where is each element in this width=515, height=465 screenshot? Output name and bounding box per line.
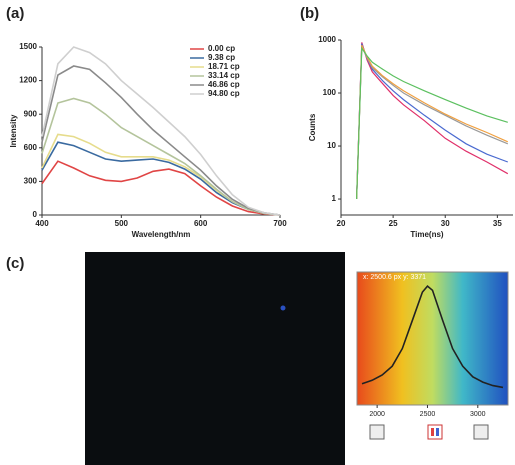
y-axis-label: Intensity — [9, 114, 18, 147]
icon-button[interactable] — [427, 424, 443, 440]
y-tick-label: 1 — [332, 194, 337, 203]
microscope-image — [85, 252, 345, 465]
x-tick-label: 20 — [337, 219, 346, 228]
y-tick-label: 600 — [24, 143, 38, 152]
icon-glyph — [431, 428, 434, 436]
panel-label: (b) — [300, 5, 319, 22]
panel-label: (c) — [6, 255, 24, 272]
legend-label: 46.86 cp — [208, 80, 240, 89]
x-tick-label: 500 — [115, 219, 129, 228]
series-line — [356, 46, 508, 200]
x-tick-label: 700 — [273, 219, 287, 228]
x-tick-label: 2000 — [369, 411, 385, 418]
series-line — [356, 44, 509, 200]
y-tick-label: 1200 — [19, 76, 37, 85]
y-tick-label: 300 — [24, 177, 38, 186]
series-line — [41, 65, 281, 216]
series-line — [356, 46, 509, 200]
series-line — [41, 46, 281, 216]
icon-button[interactable] — [473, 424, 489, 440]
y-tick-label: 0 — [33, 210, 38, 219]
icon-glyph — [436, 428, 439, 436]
legend-label: 18.71 cp — [208, 62, 240, 71]
y-tick-label: 10 — [327, 141, 336, 150]
series-line — [41, 160, 281, 216]
legend-label: 0.00 cp — [208, 44, 235, 53]
x-tick-label: 600 — [194, 219, 208, 228]
y-tick-label: 900 — [24, 109, 38, 118]
icon-button[interactable] — [369, 424, 385, 440]
annotation: x: 2500.6 px y: 3371 — [363, 274, 426, 281]
series-line — [41, 97, 281, 216]
series-line — [361, 284, 504, 389]
x-tick-label: 3000 — [470, 411, 486, 418]
x-axis-label: Time(ns) — [410, 230, 444, 239]
y-tick-label: 100 — [323, 88, 337, 97]
legend-label: 9.38 cp — [208, 53, 235, 62]
x-tick-label: 400 — [35, 219, 49, 228]
y-axis-label: Counts — [308, 113, 317, 141]
x-tick-label: 35 — [493, 219, 502, 228]
panel-label: (a) — [6, 5, 24, 22]
legend-label: 94.80 cp — [208, 89, 240, 98]
image-spot — [280, 305, 286, 311]
x-tick-label: 30 — [441, 219, 450, 228]
x-tick-label: 25 — [389, 219, 398, 228]
x-tick-label: 2500 — [420, 411, 436, 418]
legend-label: 33.14 cp — [208, 71, 240, 80]
toolbar — [369, 424, 489, 440]
x-axis-label: Wavelength/nm — [132, 230, 191, 239]
y-tick-label: 1000 — [318, 35, 336, 44]
y-tick-label: 1500 — [19, 42, 37, 51]
